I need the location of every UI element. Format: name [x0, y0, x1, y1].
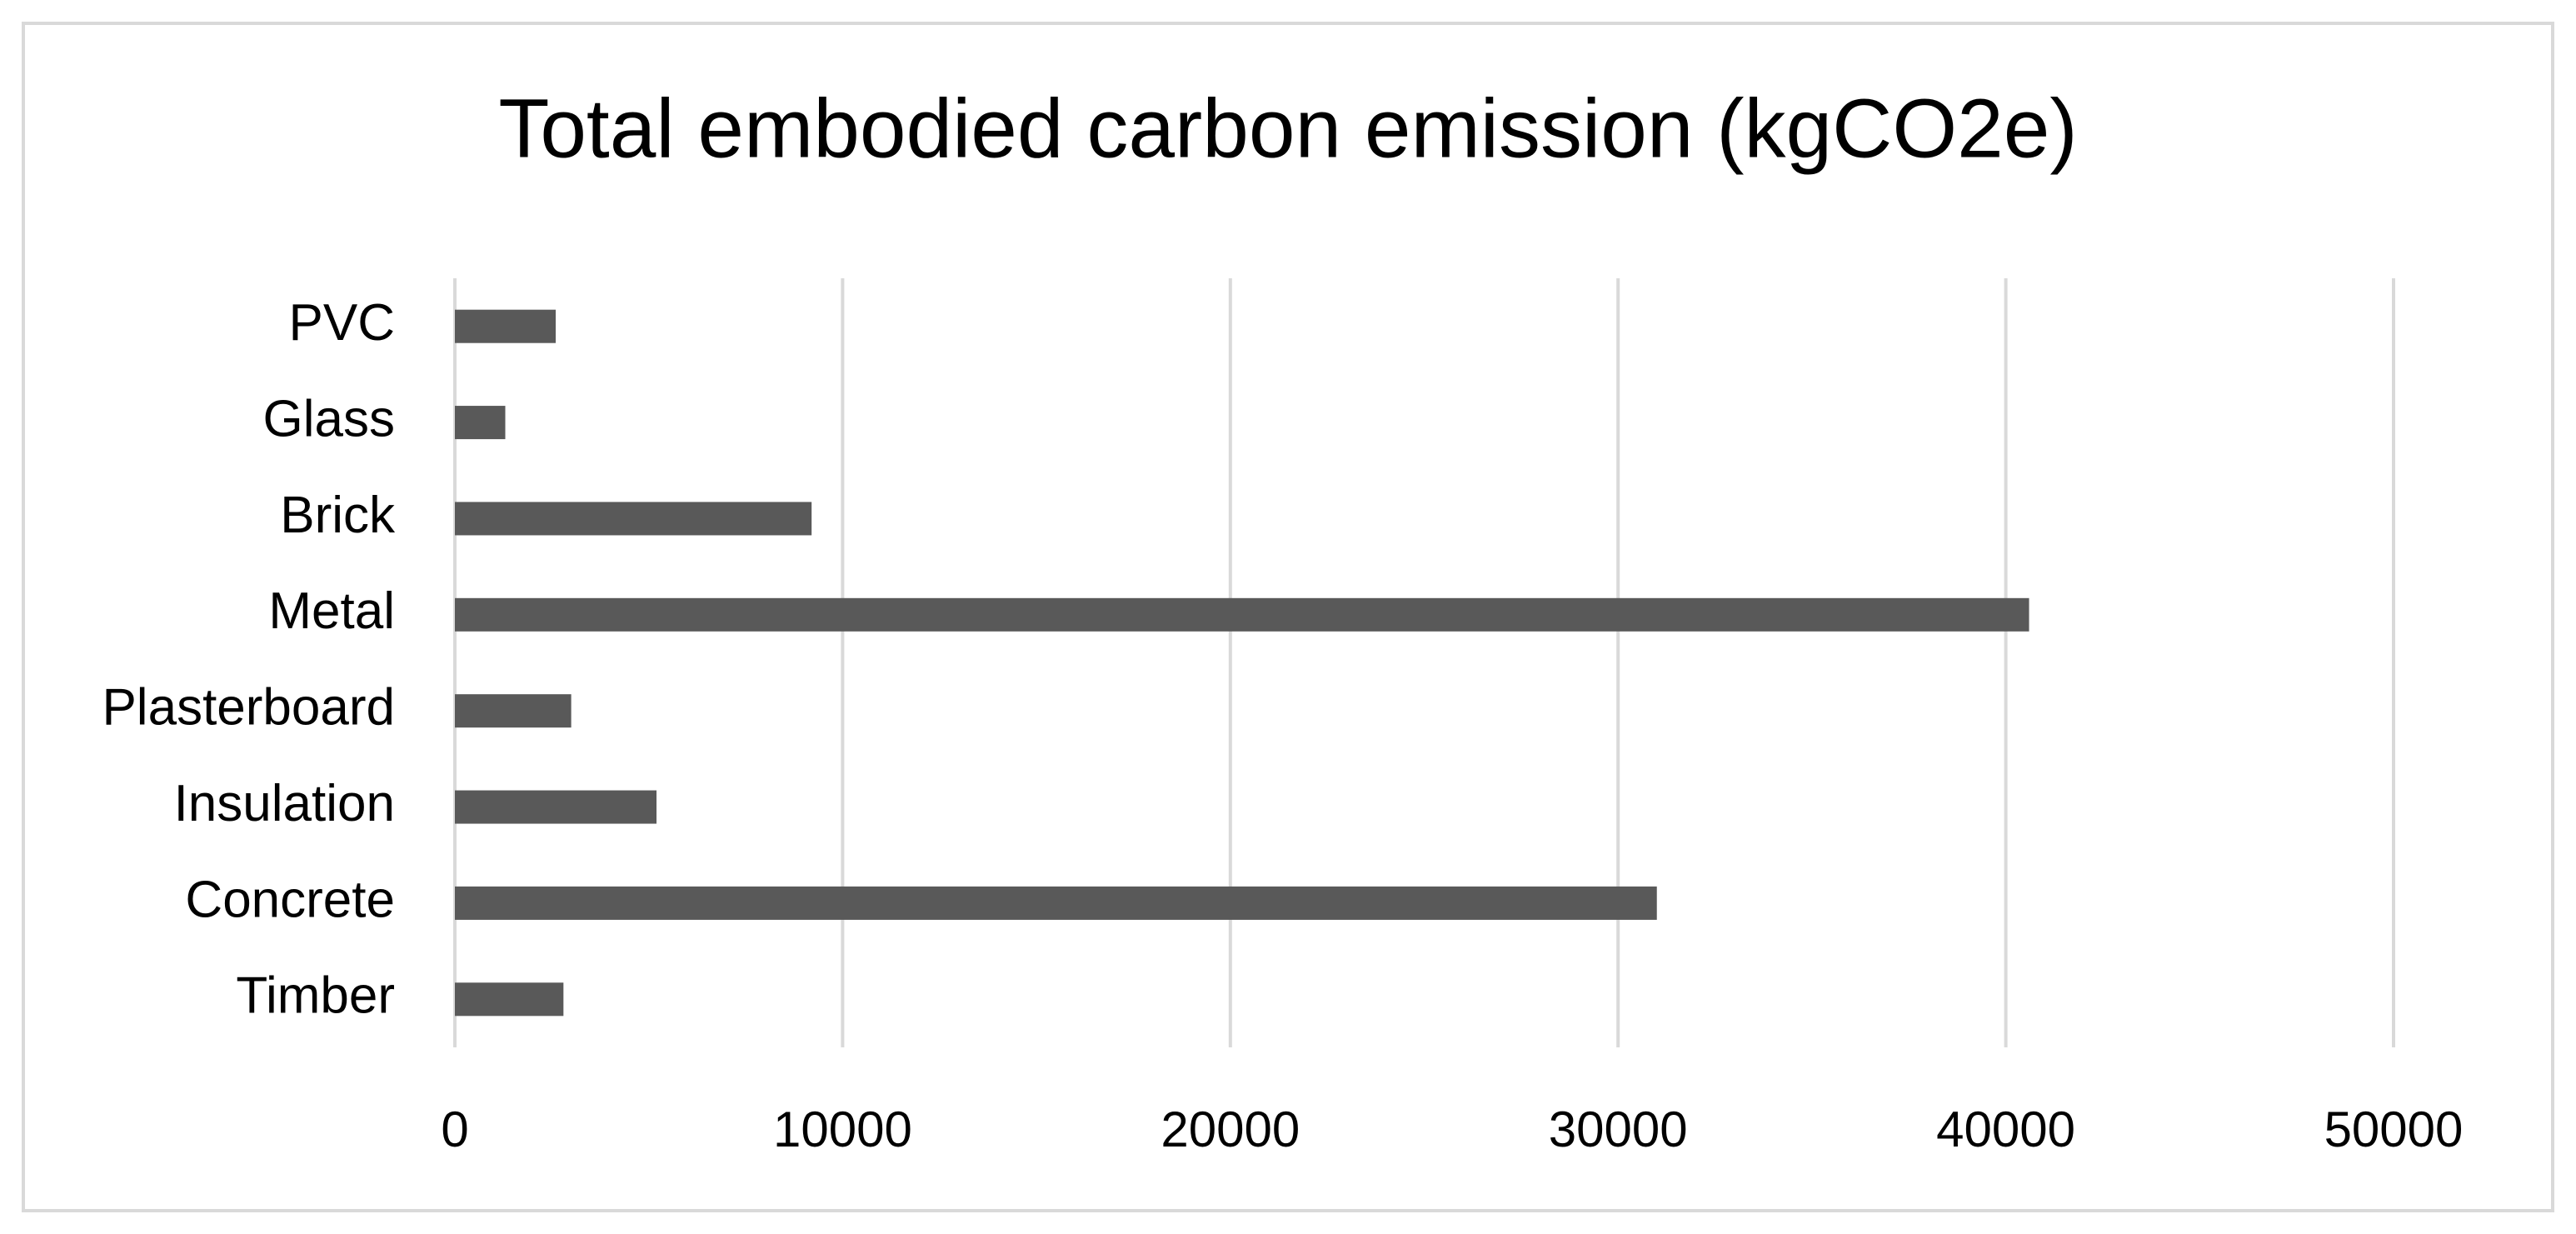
x-tick-label: 10000	[773, 1102, 912, 1157]
chart-title: Total embodied carbon emission (kgCO2e)	[498, 82, 2077, 175]
y-tick-label: Glass	[263, 390, 395, 447]
x-tick-label: 30000	[1549, 1102, 1688, 1157]
bar	[455, 502, 812, 536]
bar	[455, 309, 557, 343]
bar	[455, 694, 572, 728]
bar	[455, 982, 564, 1017]
y-tick-label: Metal	[268, 582, 395, 640]
y-tick-label: Brick	[280, 487, 396, 544]
x-tick-label: 40000	[1936, 1102, 2075, 1157]
y-tick-label: Plasterboard	[102, 679, 395, 737]
bar	[455, 790, 657, 824]
x-tick-label: 0	[441, 1102, 468, 1157]
x-tick-label: 50000	[2324, 1102, 2464, 1157]
y-tick-label: Concrete	[185, 871, 395, 928]
bar	[455, 886, 1657, 920]
bar	[455, 406, 506, 440]
y-tick-label: PVC	[289, 294, 395, 352]
chart-border	[22, 22, 2554, 1212]
bar	[455, 597, 2029, 632]
y-tick-label: Insulation	[174, 775, 395, 832]
y-tick-label: Timber	[236, 967, 395, 1025]
x-tick-label: 20000	[1161, 1102, 1300, 1157]
